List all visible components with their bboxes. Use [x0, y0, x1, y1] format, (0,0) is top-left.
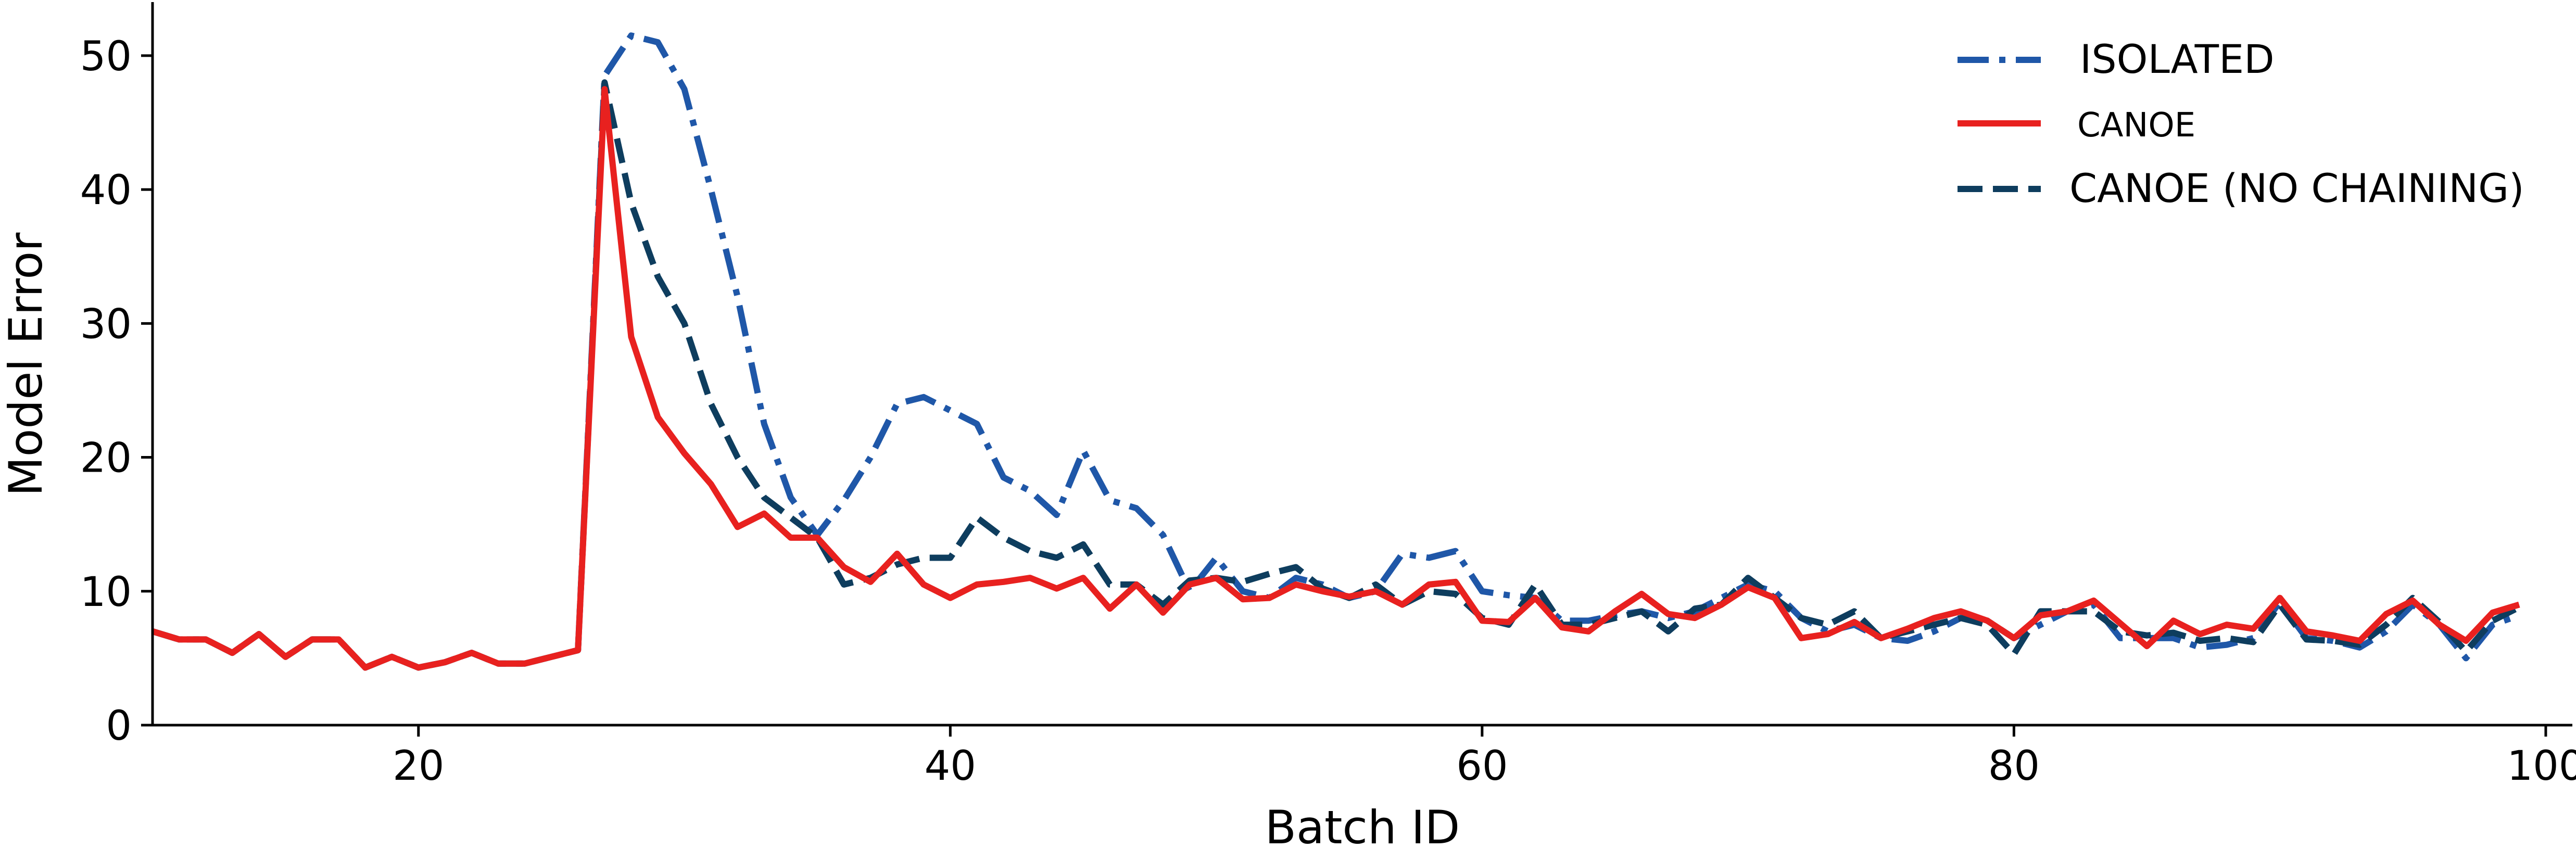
series-lines	[151, 32, 2521, 671]
legend-label-isolated: ISOLATED	[2080, 36, 2275, 82]
x-tick-label: 100	[2507, 743, 2576, 790]
x-tick-label: 60	[1456, 743, 1508, 790]
x-tick-label: 40	[925, 743, 976, 790]
axes	[151, 2, 2572, 727]
legend: ISOLATED CANOE CANOE (NO CHAINING)	[1958, 36, 2524, 211]
x-axis-label: Batch ID	[1265, 801, 1460, 854]
y-ticks: 0 10 20 30 40 50	[80, 33, 153, 750]
y-tick-label: 30	[80, 301, 132, 348]
y-tick-label: 40	[80, 167, 132, 214]
y-tick-label: 50	[80, 33, 132, 80]
y-tick-label: 20	[80, 435, 132, 482]
x-tick-label: 20	[393, 743, 444, 790]
series-line-canoe	[151, 86, 2520, 671]
legend-label-canoe-no-chaining: CANOE (NO CHAINING)	[2069, 165, 2524, 211]
y-tick-label: 10	[80, 569, 132, 616]
legend-label-canoe: CANOE	[2077, 106, 2195, 145]
x-ticks: 20 40 60 80 100	[393, 725, 2576, 790]
y-tick-label: 0	[106, 703, 132, 750]
x-tick-label: 80	[1988, 743, 2040, 790]
y-axis-label: Model Error	[0, 232, 53, 497]
